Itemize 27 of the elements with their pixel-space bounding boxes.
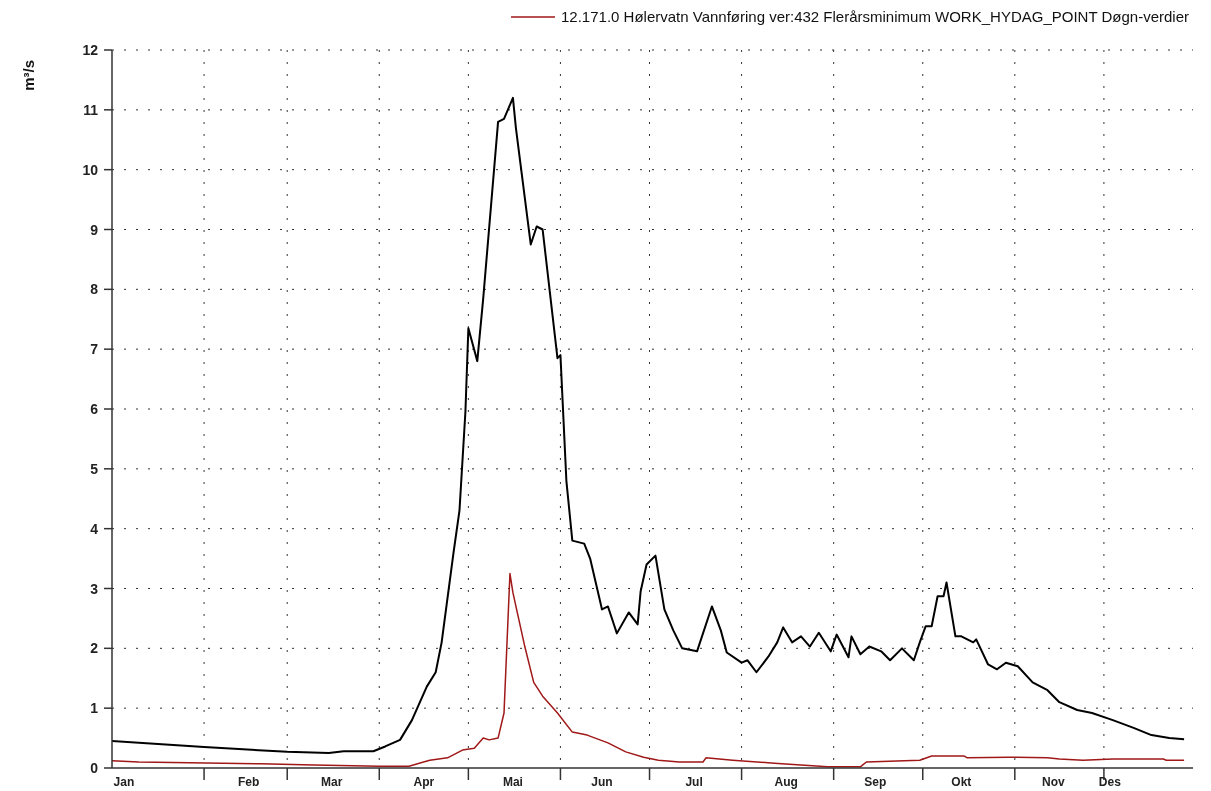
y-tick-label: 10 xyxy=(82,161,99,178)
y-tick-label: 7 xyxy=(90,341,99,358)
x-tick-label: Mar xyxy=(321,775,343,789)
y-tick-label: 9 xyxy=(90,221,99,238)
x-tick-label: Nov xyxy=(1042,775,1066,789)
y-tick-label: 8 xyxy=(90,281,99,298)
y-tick-label: 2 xyxy=(90,640,99,657)
legend-label: 12.171.0 Hølervatn Vannføring ver:432 Flerårsminimum WORK_HYDAG_POINT Døgn-verdier xyxy=(560,8,1189,25)
x-tick-label: Aug xyxy=(774,775,798,789)
y-tick-label: 3 xyxy=(90,580,99,597)
y-tick-label: 0 xyxy=(90,760,99,776)
x-tick-label: Mai xyxy=(502,775,523,789)
x-tick-label: Okt xyxy=(951,775,972,789)
x-tick-label: Apr xyxy=(413,775,435,789)
y-tick-label: 11 xyxy=(83,101,99,118)
y-tick-label: 4 xyxy=(90,520,99,537)
x-tick-label: Jan xyxy=(113,775,135,789)
y-tick-label: 12 xyxy=(82,42,99,58)
x-tick-label: Jun xyxy=(591,775,613,789)
x-tick-label: Sep xyxy=(864,775,887,789)
y-tick-label: 1 xyxy=(90,700,99,717)
y-axis-title: m³/s xyxy=(20,60,37,91)
y-tick-label: 5 xyxy=(90,460,99,477)
y-tick-label: 6 xyxy=(90,401,99,417)
x-tick-label: Jul xyxy=(685,775,703,789)
x-tick-label: Des xyxy=(1098,775,1122,789)
x-tick-label: Feb xyxy=(237,775,260,789)
